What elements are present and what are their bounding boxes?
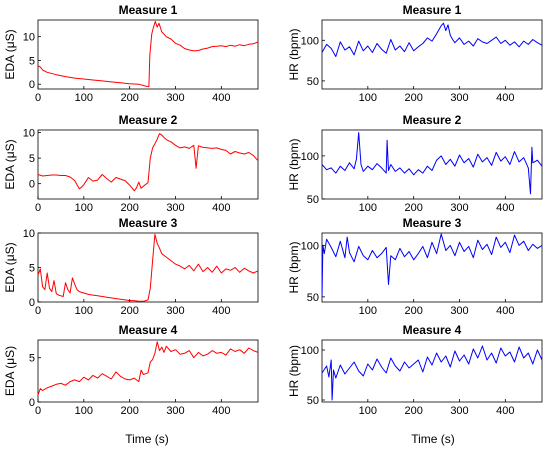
plot-hr-1-series-line (322, 22, 542, 57)
plot-hr-1-title: Measure 1 (403, 3, 462, 17)
plot-hr-4-x-tick-label: 300 (450, 405, 468, 417)
plot-eda-2-y-tick-label: 5 (29, 153, 35, 165)
plot-eda-2-x-tick-label: 100 (75, 202, 93, 214)
plot-hr-1-x-tick-label: 400 (496, 92, 514, 104)
plot-eda-2-x-tick-label: 200 (120, 202, 138, 214)
plot-hr-4-y-axis-label: HR (bpm) (287, 345, 301, 397)
plot-eda-4-y-tick-label: 5 (29, 353, 35, 365)
plot-hr-2-x-tick-label: 100 (359, 202, 377, 214)
plot-eda-1-y-tick-label: 5 (29, 55, 35, 67)
plot-hr-3-y-tick-label: 100 (301, 240, 319, 252)
plot-hr-3-series-line (322, 233, 542, 297)
plot-hr-4-series-line (322, 345, 542, 401)
plot-hr-4-title: Measure 4 (403, 323, 462, 337)
plot-eda-4-y-tick-label: 0 (29, 397, 35, 409)
plot-eda-4: Measure 4 0 100 200 300 400 0 5 EDA (μS) (3, 323, 259, 417)
plot-eda-4-x-tick-label: 100 (75, 405, 93, 417)
plot-eda-3-x-tick-label: 400 (212, 305, 230, 317)
plot-hr-2-y-tick-label: 100 (301, 151, 319, 163)
plot-eda-2-x-tick-label: 400 (212, 202, 230, 214)
plot-eda-3-axes-box (37, 232, 259, 303)
plot-hr-1-y-tick-label: 50 (307, 76, 319, 88)
plot-hr-2-x-tick-label: 400 (496, 202, 514, 214)
plot-hr-2-title: Measure 2 (403, 113, 462, 127)
plot-eda-4-x-tick-label: 300 (166, 405, 184, 417)
plot-eda-1-y-tick-label: 10 (23, 32, 35, 44)
plot-hr-4-x-tick-label: 200 (404, 405, 422, 417)
plot-eda-2-y-tick-label: 10 (23, 128, 35, 140)
plot-eda-1-x-tick-label: 100 (75, 92, 93, 104)
plot-eda-2-title: Measure 2 (119, 113, 178, 127)
plot-eda-2-y-axis-label: EDA (μS) (3, 139, 17, 189)
plot-hr-4-x-tick-label: 400 (496, 405, 514, 417)
plot-hr-2-series-line (322, 132, 542, 195)
plot-hr-1-x-tick-label: 300 (450, 92, 468, 104)
plot-hr-1-y-axis-label: HR (bpm) (287, 28, 301, 80)
plot-hr-4-axes-box (321, 339, 543, 403)
plot-eda-4-x-tick-label: 400 (212, 405, 230, 417)
plot-eda-4-axes-box (37, 339, 259, 403)
plot-eda-1-x-tick-label: 400 (212, 92, 230, 104)
plot-hr-1-y-tick-label: 100 (301, 35, 319, 47)
plot-hr-1-x-tick-label: 100 (359, 92, 377, 104)
plot-hr-3-y-axis-label: HR (bpm) (287, 241, 301, 293)
plot-eda-3-y-axis-label: EDA (μS) (3, 242, 17, 292)
plot-eda-3-x-tick-label: 200 (120, 305, 138, 317)
plot-hr-4-y-tick-label: 100 (301, 345, 319, 357)
plot-eda-3-series-line (38, 233, 258, 302)
x-axis-label-left: Time (s) (125, 432, 169, 446)
plot-eda-4-y-axis-label: EDA (μS) (3, 346, 17, 396)
plot-eda-4-series-line (38, 341, 258, 396)
plot-eda-1-axes-box (37, 19, 259, 90)
plot-hr-2-y-tick-label: 50 (307, 194, 319, 206)
plot-hr-1-x-tick-label: 200 (404, 92, 422, 104)
plot-eda-2-x-tick-label: 0 (35, 202, 41, 214)
plot-eda-4-x-tick-label: 200 (120, 405, 138, 417)
plot-hr-2-x-tick-label: 200 (404, 202, 422, 214)
plot-eda-1-x-tick-label: 200 (120, 92, 138, 104)
plot-hr-3-y-tick-label: 50 (307, 292, 319, 304)
plot-eda-3-title: Measure 3 (119, 216, 178, 230)
plot-hr-3-x-tick-label: 400 (496, 305, 514, 317)
plot-hr-3-title: Measure 3 (403, 216, 462, 230)
plot-hr-2-x-tick-label: 300 (450, 202, 468, 214)
plot-hr-4-x-tick-label: 100 (359, 405, 377, 417)
plot-eda-2-y-tick-label: 0 (29, 179, 35, 191)
x-axis-label-right: Time (s) (411, 432, 455, 446)
plot-eda-2-axes-box (37, 129, 259, 200)
plot-eda-3-x-tick-label: 300 (166, 305, 184, 317)
plot-eda-4-x-tick-label: 0 (35, 405, 41, 417)
plot-hr-4-y-tick-label: 50 (307, 395, 319, 407)
plot-hr-3-x-tick-label: 100 (359, 305, 377, 317)
plot-eda-1-title: Measure 1 (119, 3, 178, 17)
plot-eda-4-title: Measure 4 (119, 323, 178, 337)
plot-hr-3-axes-box (321, 232, 543, 303)
plot-eda-3-x-tick-label: 0 (35, 305, 41, 317)
plot-hr-1-axes-box (321, 19, 543, 90)
plot-eda-1-x-tick-label: 300 (166, 92, 184, 104)
plot-eda-2-series-line (38, 133, 258, 192)
plot-eda-2: Measure 2 0 100 200 300 400 0 5 10 EDA (μS) (3, 113, 259, 214)
plot-eda-2-x-tick-label: 300 (166, 202, 184, 214)
plot-hr-3-x-tick-label: 200 (404, 305, 422, 317)
plot-eda-1: Measure 1 0 100 200 300 400 0 5 10 EDA (μS) (3, 3, 259, 104)
plot-eda-3-x-tick-label: 100 (75, 305, 93, 317)
plot-eda-3: Measure 3 0 100 200 300 400 0 5 10 EDA (μS) (3, 216, 259, 317)
plot-eda-3-y-tick-label: 10 (23, 228, 35, 240)
plot-eda-3-y-tick-label: 0 (29, 297, 35, 309)
plot-hr-2-y-axis-label: HR (bpm) (287, 138, 301, 190)
plot-eda-1-y-axis-label: EDA (μS) (3, 29, 17, 79)
plot-eda-1-x-tick-label: 0 (35, 92, 41, 104)
plot-eda-3-y-tick-label: 5 (29, 263, 35, 275)
plot-eda-1-series-line (38, 20, 258, 88)
plot-eda-1-y-tick-label: 0 (29, 79, 35, 91)
plot-hr-3-x-tick-label: 300 (450, 305, 468, 317)
